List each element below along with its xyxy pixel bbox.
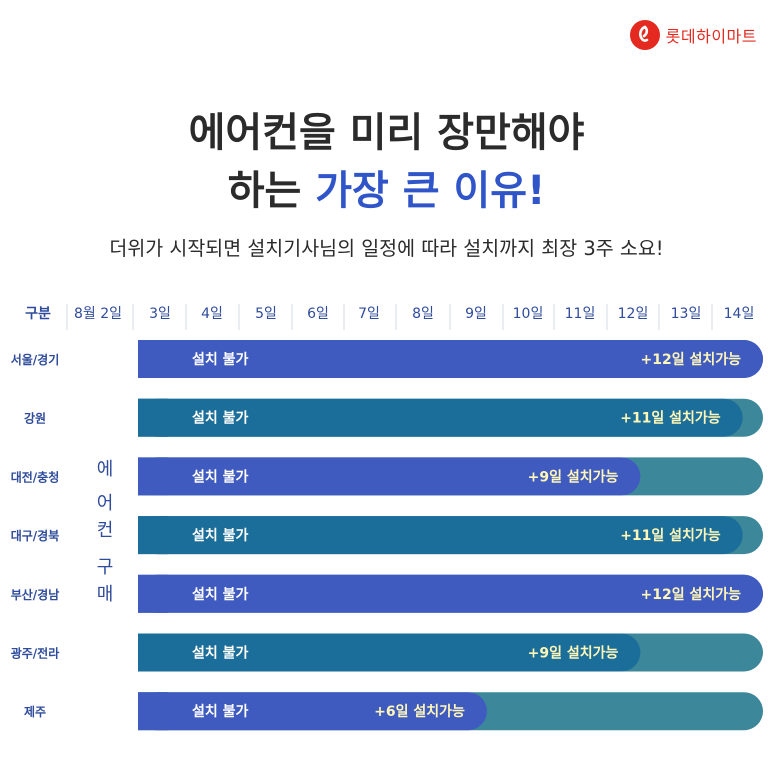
- headline-line-1: 에어컨을 미리 장만해야: [188, 110, 585, 156]
- region-label: 대전/충청: [11, 469, 60, 484]
- bar-unavailable: [138, 574, 763, 613]
- bar-label-unavailable: 설치 불가: [192, 352, 249, 368]
- bar-unavailable-left: [138, 457, 168, 496]
- header-label: 구분: [25, 306, 51, 322]
- bar-label-available: +9일 설치가능: [528, 469, 619, 485]
- bar-unavailable: [138, 398, 743, 437]
- header-date-tick: 9일: [465, 306, 487, 322]
- bar-unavailable-left: [138, 516, 168, 555]
- bar-unavailable: [138, 340, 763, 378]
- bar-unavailable: [138, 516, 743, 555]
- brand-logo-icon: [629, 20, 660, 50]
- bar-unavailable: [138, 633, 641, 672]
- bar-label-unavailable: 설치 불가: [192, 469, 249, 485]
- header-date-tick: 12일: [618, 306, 649, 322]
- installation-schedule-chart: 구분 8월 2일 3일 4일 5일 6일 7일 8일 9일 10일 11일 12일 13일 14일서울/경…: [11, 304, 763, 731]
- side-label-char: 구: [97, 557, 114, 578]
- region-label: 서울/경기: [11, 352, 60, 367]
- bar-unavailable: [138, 692, 487, 731]
- header-date-tick: 10일: [513, 306, 544, 322]
- subheadline: 더위가 시작되면 설치기사님의 일정에 따라 설치까지 최장 3주 소요!: [109, 237, 664, 260]
- header-date-tick: 11일: [565, 306, 596, 322]
- bar-label-available: +9일 설치가능: [528, 646, 619, 662]
- headline-line-2: 하는 가장 큰 이유!: [0, 158, 773, 216]
- bar-unavailable-left: [138, 692, 168, 731]
- bar-unavailable-left: [138, 633, 168, 672]
- bar-unavailable-left: [138, 574, 168, 613]
- bar-label-unavailable: 설치 불가: [192, 704, 249, 720]
- side-label-char: 에: [97, 459, 114, 480]
- side-label-char: 컨: [97, 520, 114, 541]
- side-label-char: 매: [97, 584, 114, 605]
- region-label: 부산/경남: [11, 587, 60, 602]
- bar-label-unavailable: 설치 불가: [192, 587, 249, 603]
- header-date-tick: 13일: [671, 306, 702, 322]
- bar-unavailable: [138, 457, 641, 496]
- bar-unavailable-left: [138, 398, 168, 437]
- bar-label-unavailable: 설치 불가: [192, 411, 249, 427]
- bar-label-available: +12일 설치가능: [641, 587, 742, 603]
- header-date-tick: 6일: [307, 306, 329, 322]
- bar-label-available: +6일 설치가능: [374, 704, 465, 720]
- headline-prefix: 하는: [227, 168, 316, 214]
- bar-label-unavailable: 설치 불가: [192, 528, 249, 544]
- bar-label-available: +11일 설치가능: [620, 411, 721, 427]
- region-label: 대구/경북: [11, 529, 60, 543]
- header-date-tick: 8일: [412, 306, 434, 322]
- region-label: 광주/전라: [11, 646, 60, 661]
- header-date-tick: 8월 2일: [74, 306, 122, 322]
- brand: 롯데하이마트: [629, 20, 757, 50]
- brand-name: 롯데하이마트: [665, 27, 757, 46]
- header-date-tick: 4일: [201, 306, 223, 322]
- region-label: 제주: [24, 705, 46, 719]
- side-label-char: 어: [97, 493, 114, 514]
- header-date-tick: 7일: [358, 306, 380, 322]
- header-date-tick: 3일: [149, 306, 171, 322]
- bar-label-available: +11일 설치가능: [620, 528, 721, 544]
- headline-accent: 가장 큰 이유!: [315, 168, 546, 214]
- header-date-tick: 14일: [724, 306, 755, 322]
- header-date-tick: 5일: [255, 306, 277, 322]
- bar-label-available: +12일 설치가능: [641, 352, 742, 368]
- bar-unavailable-left: [138, 340, 168, 378]
- bar-label-unavailable: 설치 불가: [192, 646, 249, 662]
- region-label: 강원: [24, 412, 46, 426]
